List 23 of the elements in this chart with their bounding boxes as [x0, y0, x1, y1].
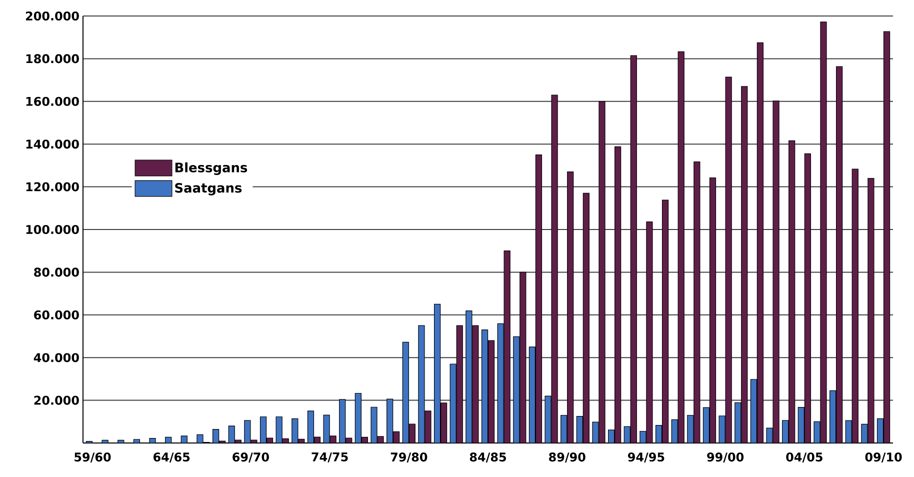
y-tick-label: 80.000: [34, 268, 79, 277]
y-tick-label: 180.000: [26, 54, 79, 64]
x-tick-label: 84/85: [470, 452, 506, 462]
y-tick-label: 20.000: [34, 396, 79, 405]
y-tick-label: 60.000: [34, 310, 79, 320]
x-tick-label: 09/10: [865, 452, 902, 462]
x-tick-label: 64/65: [154, 452, 190, 462]
x-tick-label: 89/90: [549, 452, 586, 462]
y-tick-label: 140.000: [26, 140, 79, 149]
y-tick-label: 40.000: [34, 353, 79, 362]
x-tick-label: 99/00: [707, 452, 744, 462]
y-tick-label: 160.000: [26, 96, 79, 106]
y-tick-label: 200.000: [26, 11, 79, 21]
x-tick-label: 79/80: [390, 452, 428, 462]
legend-label: Saatgans: [175, 182, 242, 196]
x-tick-label: 94/95: [628, 452, 664, 462]
y-tick-label: 100.000: [26, 224, 79, 234]
x-tick-label: 69/70: [232, 452, 269, 462]
y-tick-label: 120.000: [26, 182, 79, 192]
legend-label: Blessgans: [175, 162, 248, 175]
x-tick-label: 74/75: [312, 452, 348, 462]
x-tick-label: 04/05: [786, 452, 822, 462]
x-tick-label: 59/60: [74, 452, 111, 462]
